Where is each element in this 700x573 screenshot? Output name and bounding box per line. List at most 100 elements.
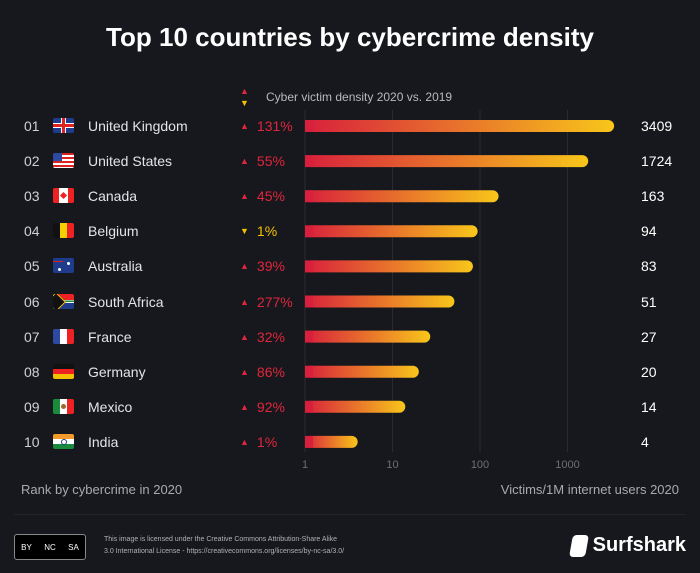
rank: 04 — [24, 223, 40, 240]
triangle-up-icon: ▲ — [240, 86, 249, 96]
triangle-up-icon: ▲ — [240, 331, 249, 342]
change-value: ▲ 131% — [240, 118, 293, 134]
change-text: 277% — [256, 293, 293, 310]
x-tick-label: 100 — [471, 459, 489, 471]
country-name: Canada — [88, 188, 138, 205]
bar-chart: 1 10 100 1000 — [302, 110, 615, 471]
flag-in-icon — [53, 433, 74, 449]
country-name: Belgium — [88, 223, 139, 240]
bar-left-edge — [305, 330, 313, 343]
table-row: 09 Mexico ▲ 92% 14 — [0, 397, 700, 417]
brand-name: Surfshark — [592, 534, 686, 556]
x-tick-label: 1000 — [555, 459, 579, 471]
bar — [305, 120, 615, 132]
x-axis-label: Victims/1M internet users 2020 — [500, 482, 679, 497]
table-row: 02 United States ▲ 55% 1724 — [0, 151, 700, 171]
triangle-down-icon: ▼ — [240, 226, 249, 237]
surfshark-logo-icon — [568, 534, 589, 557]
country-name: France — [88, 328, 132, 345]
table-row: 03 Canada ▲ 45% 163 — [0, 186, 700, 206]
rank: 03 — [24, 188, 40, 205]
chart-title: Top 10 countries by cybercrime density — [106, 22, 594, 52]
bar — [305, 155, 589, 168]
rank: 05 — [24, 258, 40, 275]
bar-left-edge — [305, 155, 313, 168]
country-name: India — [88, 433, 119, 450]
bar-left-edge — [305, 400, 313, 413]
legend-label: Cyber victim density 2020 vs. 2019 — [266, 90, 453, 104]
country-name: South Africa — [88, 293, 164, 310]
change-text: 1% — [256, 223, 278, 240]
x-tick-label: 10 — [386, 459, 398, 471]
bar — [305, 260, 473, 273]
change-text: 32% — [256, 328, 285, 345]
bar — [305, 400, 406, 413]
bar-left-edge — [305, 365, 313, 378]
data-label: 94 — [641, 223, 657, 240]
triangle-up-icon: ▲ — [240, 366, 249, 377]
rank: 01 — [24, 118, 40, 134]
license-text: This image is licensed under the Creativ… — [104, 534, 344, 558]
data-label: 14 — [641, 398, 657, 415]
x-tick-label: 1 — [302, 459, 308, 471]
data-label: 27 — [641, 328, 657, 345]
data-label: 3409 — [641, 118, 673, 134]
change-value: ▲ 32% — [240, 329, 285, 345]
divider — [14, 514, 686, 515]
bar — [305, 190, 499, 203]
flag-za-icon — [53, 293, 74, 309]
table-row: 10 India ▲ 1% 4 — [0, 432, 700, 452]
triangle-up-icon: ▲ — [240, 121, 249, 131]
flag-fr-icon — [53, 328, 74, 344]
change-value: ▲ 1% — [240, 434, 277, 450]
change-value: ▲ 39% — [240, 258, 285, 274]
data-label: 83 — [641, 258, 657, 275]
table-row: 04 Belgium ▼ 1% 94 — [0, 221, 700, 241]
rank: 08 — [24, 363, 40, 380]
y-axis-label: Rank by cybercrime in 2020 — [21, 482, 183, 497]
rank: 10 — [24, 433, 40, 450]
creative-commons-badge: BY NC SA — [14, 534, 86, 560]
triangle-up-icon: ▲ — [240, 401, 249, 412]
bar-left-edge — [305, 435, 313, 448]
bar — [305, 365, 419, 378]
bar-left-edge — [305, 295, 313, 308]
country-name: Mexico — [88, 398, 133, 415]
data-label: 163 — [641, 188, 665, 205]
license-line-2: 3.0 International License - https://crea… — [104, 548, 345, 555]
bar-left-edge — [305, 225, 313, 238]
surfshark-logo: Surfshark — [568, 534, 686, 557]
data-label: 1724 — [641, 153, 673, 170]
bar-left-edge — [305, 120, 313, 132]
table-row: 07 France ▲ 32% 27 — [0, 327, 700, 347]
table-row: 01 United Kingdom ▲ 131% 3409 — [0, 116, 700, 136]
table-row: 05 Australia ▲ 39% 83 — [0, 256, 700, 276]
rank: 09 — [24, 398, 40, 415]
country-name: United Kingdom — [88, 118, 188, 134]
change-value: ▲ 277% — [240, 294, 293, 310]
bar — [305, 435, 358, 448]
rank: 07 — [24, 328, 40, 345]
data-label: 20 — [641, 363, 657, 380]
change-value: ▲ 92% — [240, 399, 285, 415]
data-label: 4 — [641, 433, 649, 450]
triangle-up-icon: ▲ — [240, 191, 249, 202]
triangle-down-icon: ▼ — [240, 98, 249, 108]
license-line-1: This image is licensed under the Creativ… — [104, 536, 338, 543]
change-text: 86% — [256, 363, 285, 380]
country-name: Australia — [88, 258, 143, 275]
triangle-up-icon: ▲ — [240, 436, 249, 447]
change-value: ▲ 55% — [240, 153, 285, 169]
change-text: 1% — [256, 433, 278, 450]
country-name: United States — [88, 153, 173, 170]
table-row: 06 South Africa ▲ 277% 51 — [0, 292, 700, 312]
change-value: ▲ 45% — [240, 188, 285, 204]
rank: 02 — [24, 153, 40, 170]
flag-uk-icon — [53, 118, 74, 133]
bar — [305, 330, 431, 343]
data-label: 51 — [641, 293, 657, 310]
change-text: 39% — [256, 258, 285, 275]
bar-left-edge — [305, 260, 313, 273]
flag-be-icon — [53, 223, 74, 239]
